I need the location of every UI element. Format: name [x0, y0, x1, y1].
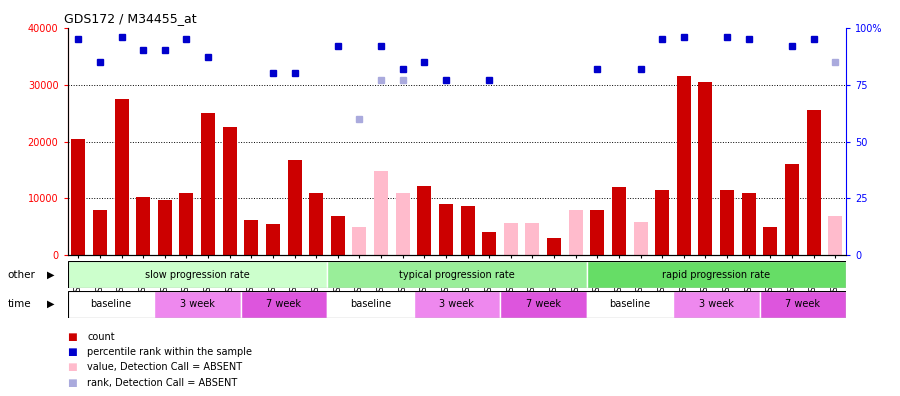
- Bar: [569, 210, 582, 255]
- Bar: [310, 193, 323, 255]
- Bar: [396, 193, 410, 255]
- Bar: [500, 291, 587, 318]
- Bar: [612, 187, 626, 255]
- Bar: [590, 210, 604, 255]
- Text: baseline: baseline: [350, 299, 391, 309]
- Text: ■: ■: [68, 332, 77, 343]
- Text: other: other: [7, 270, 35, 280]
- Bar: [136, 197, 150, 255]
- Bar: [504, 223, 518, 255]
- Bar: [154, 291, 240, 318]
- Bar: [327, 261, 587, 288]
- Bar: [413, 291, 500, 318]
- Text: 7 week: 7 week: [785, 299, 820, 309]
- Bar: [482, 232, 496, 255]
- Bar: [158, 200, 172, 255]
- Text: 7 week: 7 week: [266, 299, 302, 309]
- Bar: [68, 291, 154, 318]
- Bar: [201, 113, 215, 255]
- Bar: [698, 82, 713, 255]
- Bar: [461, 206, 474, 255]
- Text: ▶: ▶: [47, 299, 54, 309]
- Text: ■: ■: [68, 377, 77, 388]
- Bar: [828, 215, 842, 255]
- Bar: [71, 139, 86, 255]
- Text: rank, Detection Call = ABSENT: rank, Detection Call = ABSENT: [87, 377, 238, 388]
- Bar: [353, 227, 366, 255]
- Text: rapid progression rate: rapid progression rate: [662, 270, 770, 280]
- Text: percentile rank within the sample: percentile rank within the sample: [87, 347, 252, 358]
- Bar: [673, 291, 760, 318]
- Bar: [806, 110, 821, 255]
- Bar: [655, 190, 670, 255]
- Text: 3 week: 3 week: [439, 299, 474, 309]
- Bar: [327, 291, 413, 318]
- Bar: [763, 227, 778, 255]
- Text: ▶: ▶: [47, 270, 54, 280]
- Text: 7 week: 7 week: [526, 299, 561, 309]
- Bar: [760, 291, 846, 318]
- Bar: [331, 215, 345, 255]
- Text: 3 week: 3 week: [698, 299, 733, 309]
- Text: slow progression rate: slow progression rate: [145, 270, 249, 280]
- Bar: [526, 223, 539, 255]
- Text: count: count: [87, 332, 115, 343]
- Text: ■: ■: [68, 362, 77, 373]
- Bar: [287, 160, 302, 255]
- Bar: [179, 193, 194, 255]
- Bar: [374, 171, 388, 255]
- Bar: [418, 186, 431, 255]
- Text: baseline: baseline: [609, 299, 651, 309]
- Text: baseline: baseline: [90, 299, 131, 309]
- Bar: [93, 210, 107, 255]
- Bar: [785, 164, 799, 255]
- Bar: [114, 99, 129, 255]
- Bar: [244, 220, 258, 255]
- Bar: [677, 76, 691, 255]
- Bar: [266, 224, 280, 255]
- Bar: [222, 128, 237, 255]
- Bar: [742, 193, 756, 255]
- Bar: [547, 238, 561, 255]
- Bar: [634, 222, 648, 255]
- Bar: [439, 204, 453, 255]
- Text: time: time: [7, 299, 31, 309]
- Bar: [720, 190, 734, 255]
- Bar: [587, 261, 846, 288]
- Text: ■: ■: [68, 347, 77, 358]
- Bar: [587, 291, 673, 318]
- Text: 3 week: 3 week: [180, 299, 215, 309]
- Bar: [68, 261, 327, 288]
- Text: value, Detection Call = ABSENT: value, Detection Call = ABSENT: [87, 362, 242, 373]
- Text: typical progression rate: typical progression rate: [399, 270, 515, 280]
- Text: GDS172 / M34455_at: GDS172 / M34455_at: [64, 12, 196, 25]
- Bar: [240, 291, 327, 318]
